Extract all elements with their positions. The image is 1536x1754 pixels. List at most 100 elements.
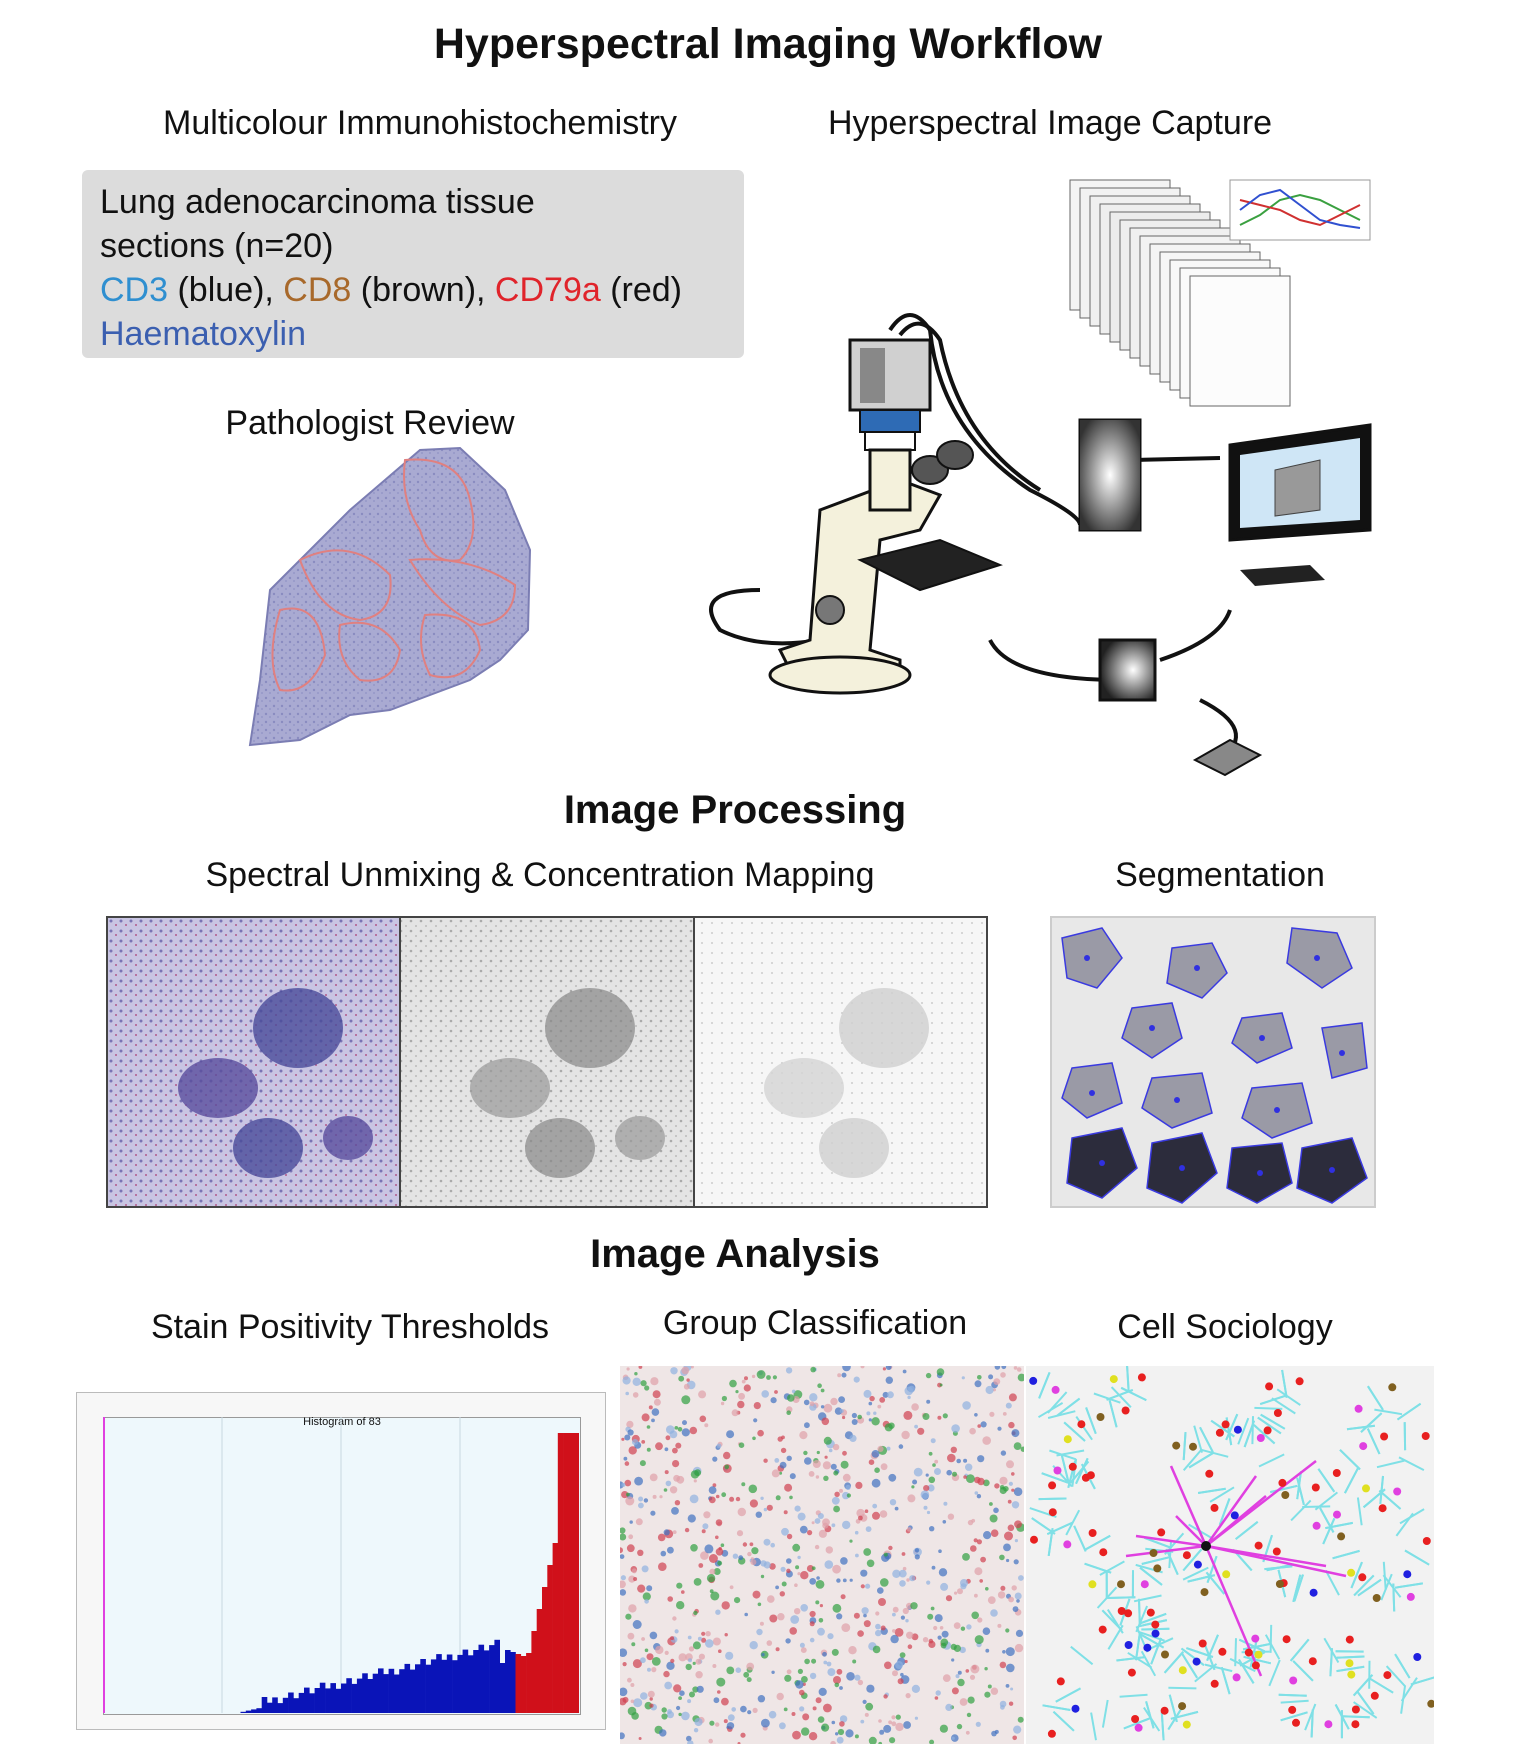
cell-dot	[970, 1664, 980, 1674]
cell-dot	[676, 1475, 685, 1484]
cell-dot	[752, 1707, 758, 1713]
cell-dot	[721, 1697, 729, 1706]
cell-dot	[853, 1376, 860, 1383]
cell-boundary	[1339, 1449, 1361, 1471]
cell-dot	[704, 1544, 714, 1554]
cell-boundary	[1137, 1630, 1165, 1642]
cell-boundary	[1357, 1578, 1382, 1597]
cell-dot	[701, 1637, 707, 1643]
cell-dot	[879, 1510, 888, 1518]
cell-boundary	[1093, 1392, 1121, 1404]
cell-dot	[723, 1719, 728, 1724]
cell-dot	[950, 1446, 957, 1453]
cell-dot	[708, 1486, 717, 1494]
cell-dot	[899, 1580, 906, 1587]
cell-dot	[926, 1399, 931, 1404]
histogram-bar	[483, 1650, 490, 1713]
cell-centroid	[1406, 1592, 1415, 1601]
cell-boundary	[1047, 1410, 1076, 1419]
cell-dot	[748, 1484, 758, 1494]
tissue-info-box: Lung adenocarcinoma tissue sections (n=2…	[82, 170, 744, 358]
cell-dot	[977, 1375, 982, 1380]
cell-dot	[772, 1375, 777, 1380]
cell-dot	[621, 1491, 629, 1499]
cell-dot	[631, 1642, 636, 1647]
cell-dot	[637, 1584, 646, 1593]
cell-dot	[971, 1518, 976, 1523]
cell-dot	[885, 1376, 893, 1384]
cell-boundary	[1150, 1637, 1163, 1665]
cell-dot	[951, 1424, 960, 1433]
cell-centroid	[1182, 1551, 1191, 1560]
cell-dot	[1011, 1488, 1015, 1492]
cell-dot	[906, 1631, 914, 1639]
cell-dot	[646, 1447, 651, 1452]
cell-dot	[907, 1395, 911, 1400]
cell-dot	[917, 1427, 925, 1435]
cell-centroid	[1324, 1720, 1333, 1729]
cell-dot	[861, 1607, 869, 1615]
cell-dot	[934, 1696, 939, 1700]
cell-dot	[752, 1590, 761, 1599]
cell-dot	[875, 1629, 882, 1637]
cell-dot	[792, 1730, 801, 1740]
cell-boundary	[1410, 1676, 1434, 1686]
cell-dot	[822, 1461, 831, 1470]
cell-dot	[951, 1658, 955, 1662]
cell-centroid	[1288, 1705, 1297, 1714]
cell-dot	[898, 1569, 907, 1578]
cell-dot	[620, 1732, 625, 1740]
cell-dot	[835, 1732, 839, 1736]
cell-boundary	[1203, 1643, 1216, 1671]
cell-boundary	[1280, 1711, 1308, 1722]
cell-dot	[740, 1705, 747, 1713]
cell-dot	[723, 1451, 731, 1460]
unmixing-images	[108, 918, 986, 1206]
cell-dot	[749, 1499, 758, 1508]
cell-dot	[689, 1691, 695, 1698]
cell-boundary	[1038, 1372, 1051, 1399]
cell-dot	[647, 1690, 655, 1698]
cell-boundary	[1400, 1685, 1406, 1714]
cell-dot	[922, 1637, 929, 1643]
cell-centroid	[1244, 1648, 1253, 1657]
cell-centroid	[1063, 1540, 1072, 1549]
cell-dot	[824, 1455, 828, 1459]
cell-dot	[882, 1367, 886, 1371]
cell-dot	[741, 1482, 746, 1487]
cell-centroid	[1198, 1639, 1207, 1648]
cell-dot	[756, 1370, 766, 1379]
cell-dot	[807, 1530, 813, 1536]
cell-dot	[712, 1637, 721, 1646]
histogram-bar	[351, 1683, 358, 1713]
cell-dot	[1014, 1592, 1022, 1600]
cell-dot	[715, 1609, 721, 1615]
cell-centroid	[1380, 1432, 1389, 1441]
cell-centroid	[1153, 1564, 1162, 1573]
cell-dot	[999, 1476, 1008, 1485]
cell-dot	[885, 1366, 892, 1370]
cell-boundary	[1332, 1549, 1360, 1560]
cell-dot	[667, 1546, 674, 1554]
cell-dot	[786, 1669, 792, 1675]
cell-dot	[880, 1463, 888, 1471]
cell-centroid	[1289, 1676, 1298, 1685]
cell-dot	[815, 1475, 820, 1479]
capture-heading: Hyperspectral Image Capture	[827, 104, 1273, 142]
cell-dot	[1011, 1472, 1015, 1476]
cell-dot	[769, 1614, 778, 1623]
cell-boundary	[1116, 1656, 1145, 1662]
cell-dot	[672, 1460, 680, 1468]
cell-dot	[1006, 1460, 1014, 1469]
cell-boundary	[1200, 1448, 1229, 1458]
cell-dot	[990, 1609, 998, 1617]
cell-dot	[877, 1587, 884, 1594]
histogram-title: Histogram of 83	[303, 1416, 381, 1428]
cell-dot	[882, 1391, 889, 1398]
cell-dot	[775, 1647, 780, 1652]
cell-centroid	[1337, 1532, 1346, 1541]
cell-dot	[783, 1510, 788, 1515]
cell-dot	[897, 1678, 904, 1685]
cell-dot	[942, 1674, 951, 1682]
cell-boundary	[1199, 1426, 1214, 1453]
